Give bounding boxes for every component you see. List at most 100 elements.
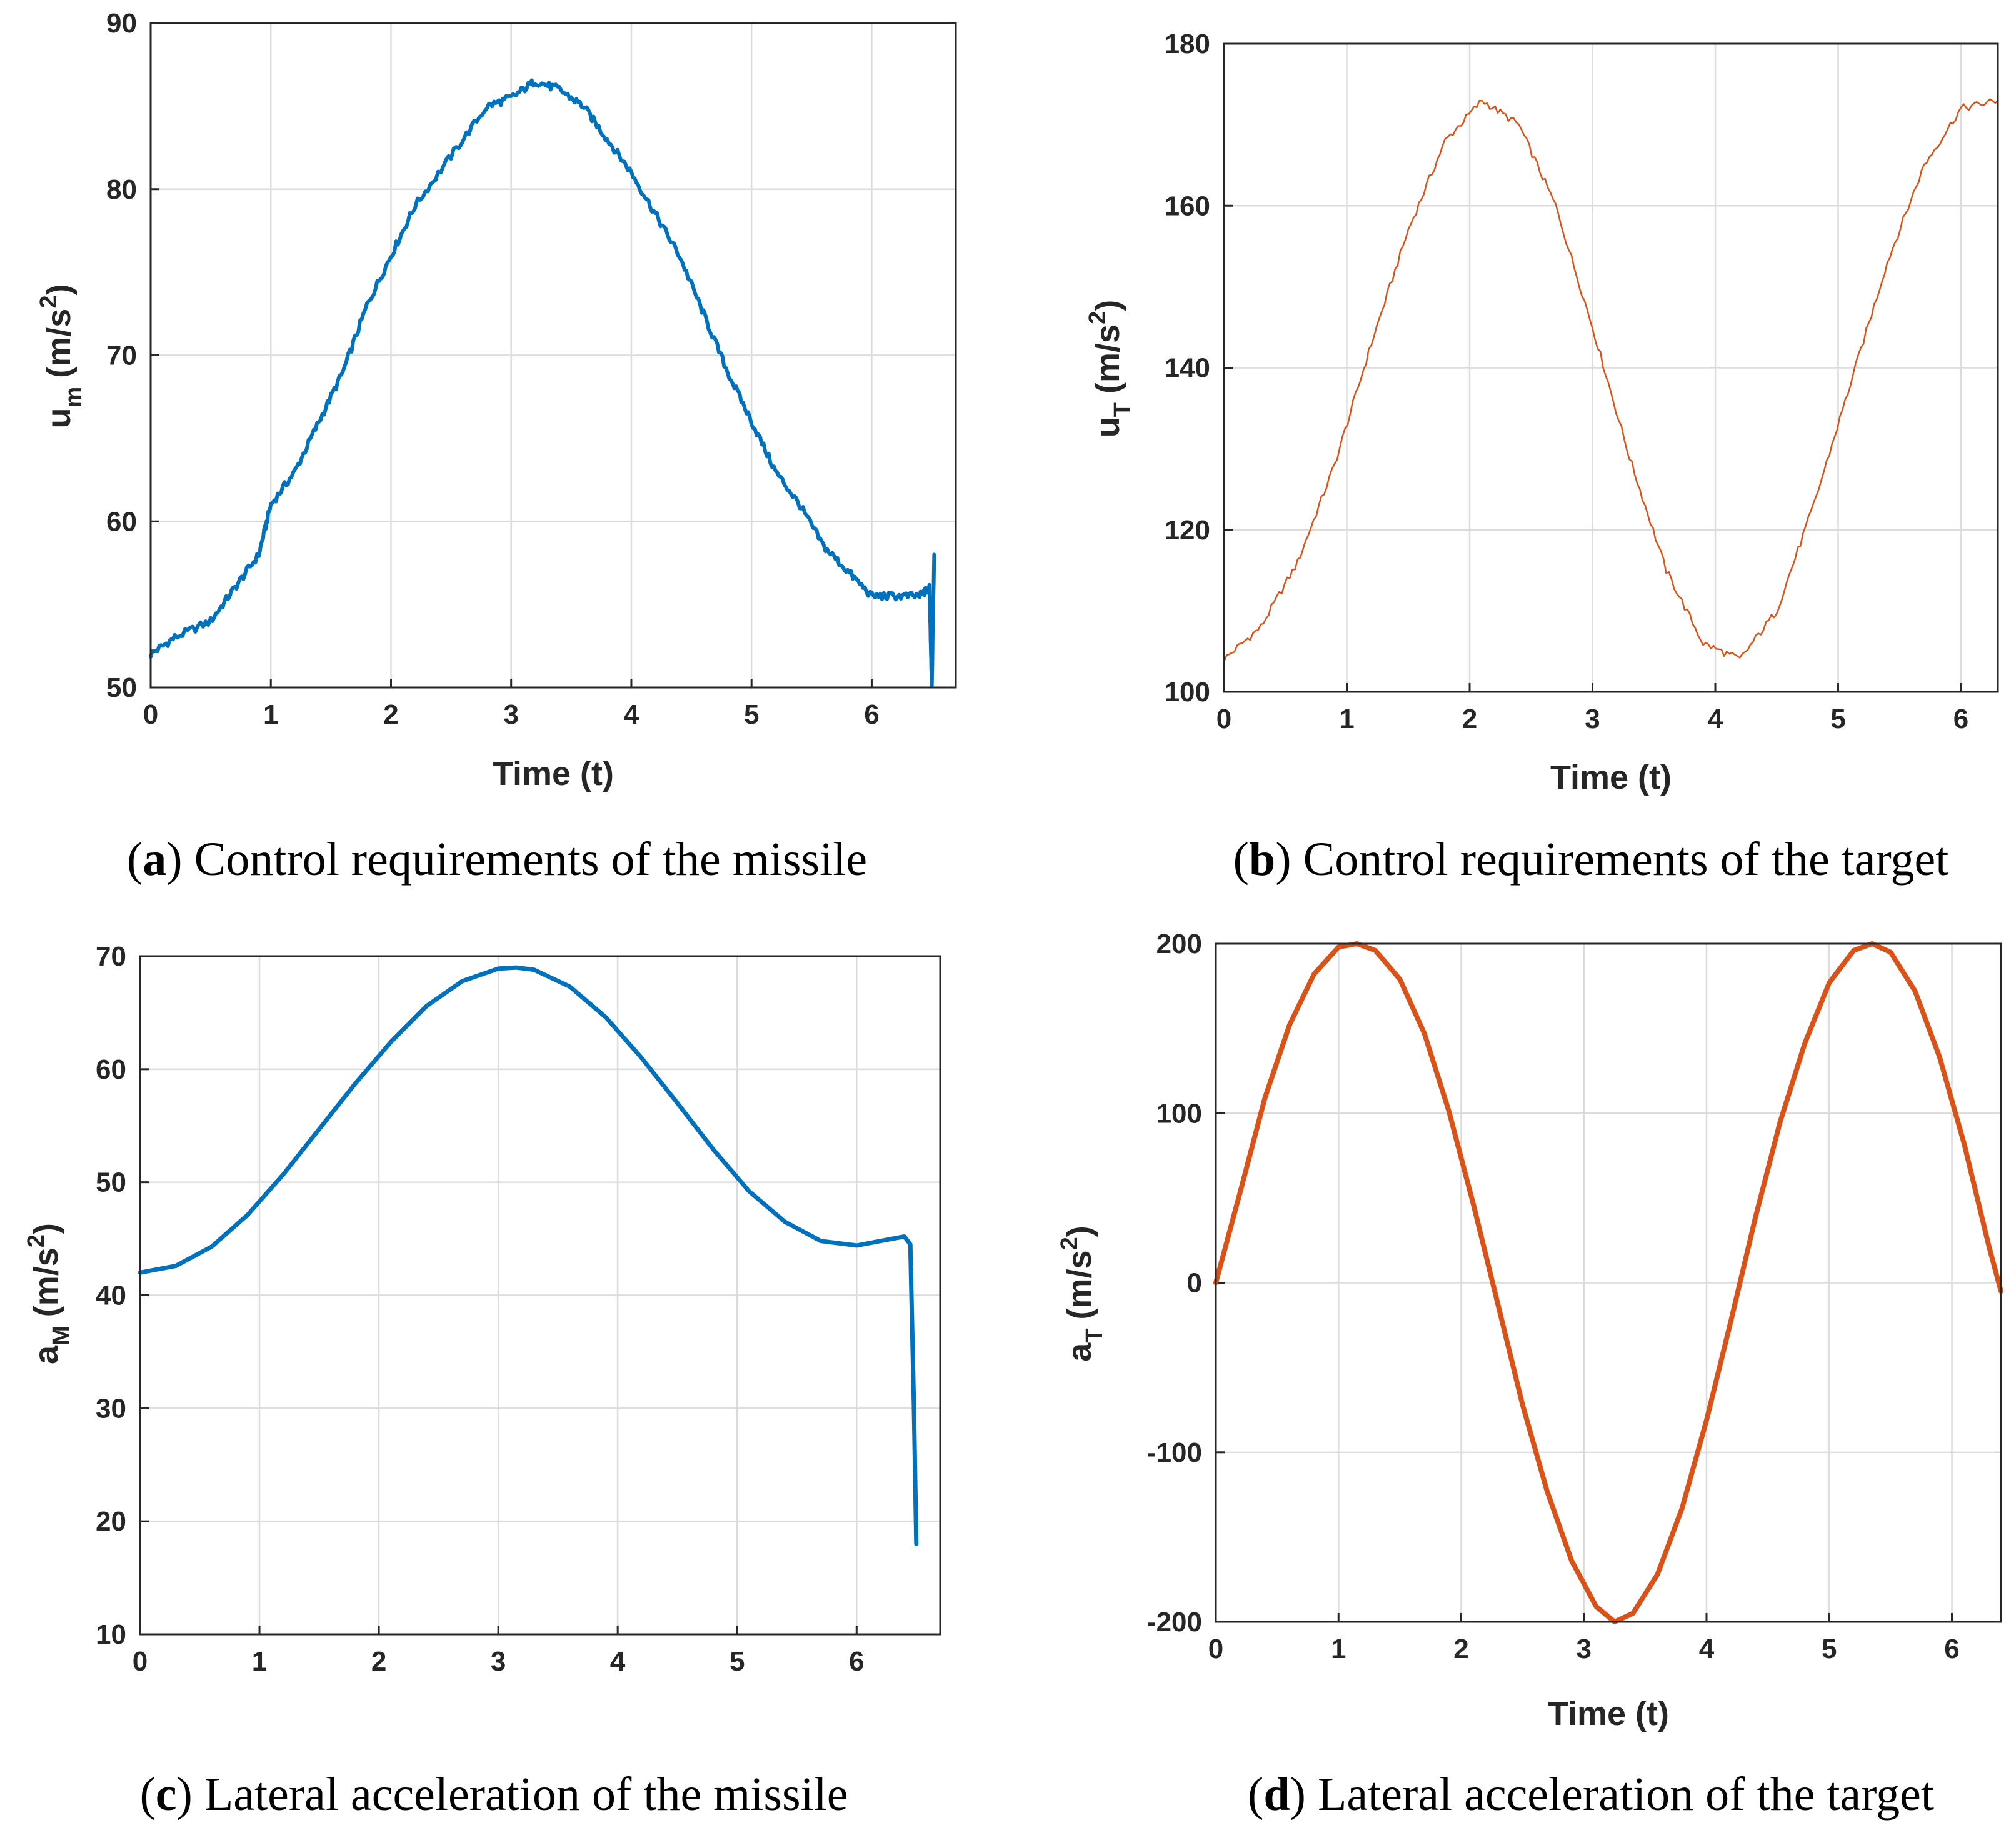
chart-d-xtick-label-5: 5 — [1822, 1634, 1837, 1664]
chart-d-xlabel: Time (t) — [1548, 1695, 1669, 1732]
chart-b-ticks: 0 1 2 3 4 5 6 100 120 140 160 180 — [1165, 29, 1969, 734]
chart-d-ylabel-close: ) — [1061, 1226, 1098, 1237]
chart-d-ylabel-unit: (m/s — [1061, 1250, 1098, 1319]
chart-d-xtick-label-4: 4 — [1699, 1634, 1715, 1664]
chart-a-ytick-label-1: 60 — [106, 506, 137, 537]
chart-d-ylabel-sup: 2 — [1056, 1237, 1083, 1250]
chart-a-ytick-label-4: 90 — [106, 8, 137, 39]
chart-c-xtick-label-1: 1 — [252, 1646, 267, 1677]
chart-b-caption-text: Control requirements of the target — [1303, 833, 1949, 886]
chart-b-ytick-label-4: 180 — [1165, 29, 1210, 59]
chart-d-ytick-label-3: 100 — [1156, 1098, 1202, 1129]
chart-c-ytick-label-5: 60 — [96, 1054, 126, 1085]
chart-d-ylabel-base: a — [1061, 1342, 1098, 1362]
chart-c-ytick-label-1: 20 — [96, 1506, 126, 1537]
chart-a-xtick-label-1: 1 — [263, 699, 278, 730]
chart-d-frame — [1215, 942, 2002, 1623]
chart-c-ytick-label-3: 40 — [96, 1281, 126, 1311]
chart-c-ytick-label-0: 10 — [96, 1619, 126, 1650]
chart-b-xtick-label-0: 0 — [1216, 704, 1231, 734]
chart-d-ytick-label-1: -100 — [1147, 1437, 1202, 1468]
chart-c-ylabel-unit: (m/s — [28, 1247, 65, 1317]
chart-d-xtick-label-2: 2 — [1453, 1634, 1468, 1664]
chart-d-xtick-label-6: 6 — [1944, 1634, 1959, 1664]
chart-c-series — [138, 965, 919, 1546]
chart-b-ylabel-sub: T — [1110, 402, 1136, 417]
chart-b-xtick-label-3: 3 — [1585, 704, 1600, 734]
chart-d-ytick-label-2: 0 — [1187, 1268, 1202, 1299]
chart-b-caption-letter: b — [1249, 833, 1275, 886]
chart-a-caption-text: Control requirements of the missile — [194, 833, 867, 886]
chart-d-ytick-label-0: -200 — [1147, 1607, 1202, 1637]
chart-a-caption-letter: a — [143, 833, 166, 886]
chart-c-xtick-label-0: 0 — [133, 1646, 148, 1677]
chart-a-ytick-label-0: 50 — [106, 672, 137, 703]
chart-d-xtick-label-3: 3 — [1577, 1634, 1592, 1664]
chart-a-ytick-label-3: 80 — [106, 174, 137, 205]
chart-b-ylabel-sup: 2 — [1085, 311, 1111, 324]
chart-d-caption: (d) Lateral acceleration of the target — [1248, 1768, 1934, 1821]
chart-b-xtick-label-1: 1 — [1339, 704, 1354, 734]
chart-b-xtick-label-4: 4 — [1708, 704, 1723, 734]
chart-d-caption-letter: d — [1263, 1768, 1290, 1821]
chart-c-caption-letter: c — [156, 1768, 177, 1821]
chart-b-xtick-label-2: 2 — [1462, 704, 1477, 734]
chart-d-ticks: 0 1 2 3 4 5 6 -200 -100 0 100 200 — [1147, 929, 1960, 1664]
chart-c-series-a_M-line — [138, 965, 919, 1546]
chart-c-ticks: 0 1 2 3 4 5 6 10 20 30 40 50 60 70 — [96, 941, 864, 1677]
chart-b-xlabel: Time (t) — [1550, 759, 1672, 796]
chart-c-ytick-label-2: 30 — [96, 1393, 126, 1424]
chart-a-ylabel-base: u — [40, 407, 78, 428]
chart-d-xtick-label-1: 1 — [1331, 1634, 1346, 1664]
chart-c-xtick-label-6: 6 — [849, 1646, 864, 1677]
chart-d-ylabel-sub: T — [1081, 1328, 1108, 1342]
chart-a-xtick-label-5: 5 — [744, 699, 759, 730]
chart-c-ylabel: aM (m/s2) — [23, 1223, 74, 1364]
chart-d-caption-text: Lateral acceleration of the target — [1318, 1768, 1934, 1821]
chart-b-ylabel: uT (m/s2) — [1085, 300, 1136, 437]
chart-a-ylabel-sub: m — [61, 387, 87, 408]
chart-c-frame — [139, 955, 941, 1636]
chart-d-ylabel: aT (m/s2) — [1056, 1226, 1108, 1361]
chart-b-ytick-label-3: 160 — [1165, 191, 1210, 221]
chart-a-series-u_m-line — [149, 78, 936, 689]
chart-b-series — [1223, 98, 1999, 663]
chart-a-xtick-label-2: 2 — [383, 699, 398, 730]
chart-a-series — [149, 78, 936, 689]
chart-c-ylabel-close: ) — [28, 1223, 65, 1234]
chart-b-ytick-label-0: 100 — [1165, 677, 1210, 707]
chart-a-ytick-label-2: 70 — [106, 341, 137, 371]
chart-b-ytick-label-2: 140 — [1165, 353, 1210, 384]
chart-c-caption-text: Lateral acceleration of the missile — [204, 1768, 848, 1821]
chart-c-ylabel-base: a — [28, 1345, 65, 1364]
chart-b-caption: (b) Control requirements of the target — [1233, 833, 1949, 886]
chart-c-caption: (c) Lateral acceleration of the missile — [139, 1768, 848, 1821]
chart-a-ylabel-unit: (m/s — [40, 309, 78, 378]
chart-c-xtick-label-4: 4 — [610, 1646, 626, 1677]
chart-b-ytick-label-1: 120 — [1165, 515, 1210, 546]
chart-c-xtick-label-2: 2 — [371, 1646, 386, 1677]
chart-b-series-u_T-line — [1223, 98, 1999, 663]
chart-c-ylabel-sub: M — [48, 1326, 74, 1346]
chart-b-frame — [1223, 42, 1999, 693]
chart-c-ytick-label-4: 50 — [96, 1167, 126, 1198]
chart-c-xtick-label-5: 5 — [730, 1646, 745, 1677]
chart-c-ylabel-sup: 2 — [23, 1234, 49, 1247]
chart-d-xtick-label-0: 0 — [1208, 1634, 1223, 1664]
chart-b-ylabel-close: ) — [1089, 300, 1126, 311]
chart-a-xtick-label-4: 4 — [624, 699, 639, 730]
chart-a-frame — [149, 22, 957, 689]
chart-a-ylabel: um (m/s2) — [36, 284, 87, 429]
chart-b-ylabel-base: u — [1089, 417, 1126, 437]
chart-c-xtick-label-3: 3 — [491, 1646, 506, 1677]
chart-a-xtick-label-0: 0 — [143, 699, 158, 730]
chart-b-xtick-label-5: 5 — [1830, 704, 1845, 734]
chart-b-ylabel-unit: (m/s — [1089, 324, 1126, 394]
chart-a-ylabel-close: ) — [40, 284, 78, 296]
